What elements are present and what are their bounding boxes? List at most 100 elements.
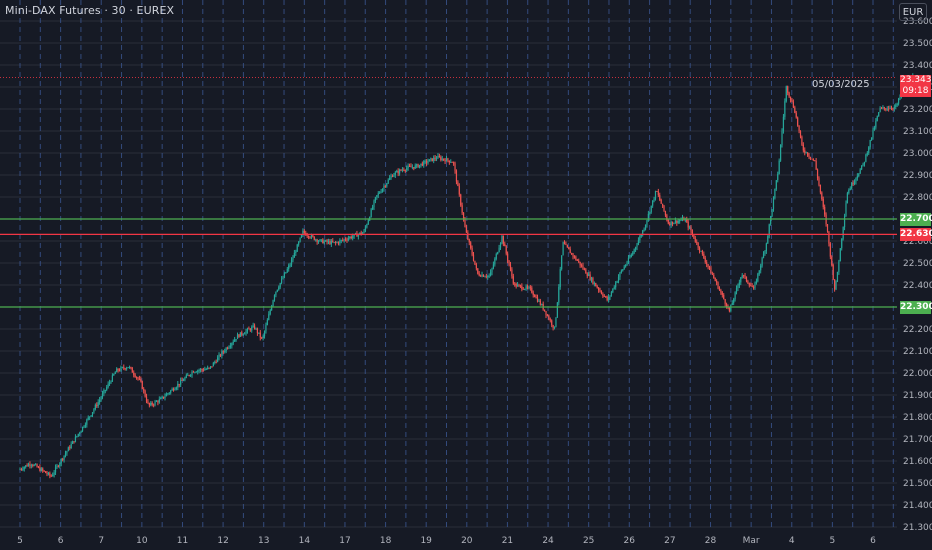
- candle-body: [444, 159, 446, 162]
- candle-body: [689, 227, 691, 229]
- candle-body: [272, 300, 274, 306]
- candle-body: [259, 332, 261, 338]
- candle-body: [659, 195, 661, 200]
- candle-body: [707, 264, 709, 267]
- candle-body: [191, 371, 193, 375]
- candle-body: [485, 276, 487, 278]
- candle-body: [812, 158, 814, 161]
- candle-body: [774, 188, 776, 199]
- price-tick-label: 22.500: [903, 259, 932, 269]
- candle-body: [482, 274, 485, 277]
- candle-body: [663, 205, 665, 212]
- candle-body: [153, 404, 155, 406]
- time-tick-label: 13: [258, 536, 269, 546]
- candle-body: [605, 296, 607, 298]
- candle-body: [138, 378, 141, 380]
- candle-body: [489, 272, 492, 276]
- candle-body: [612, 288, 614, 293]
- candle-body: [572, 253, 574, 257]
- candle-body: [606, 296, 608, 301]
- candle-body: [491, 268, 493, 273]
- candle-body: [118, 370, 121, 372]
- candle-body: [585, 269, 587, 274]
- candle-body: [842, 227, 844, 239]
- candle-body: [876, 116, 878, 121]
- candle-body: [400, 169, 402, 171]
- candle-body: [188, 375, 190, 376]
- time-tick-label: 6: [58, 536, 64, 546]
- candle-body: [816, 169, 819, 179]
- horizontal-levels[interactable]: [0, 77, 897, 308]
- candle-body: [63, 455, 65, 460]
- candle-body: [145, 396, 148, 402]
- candle-body: [875, 120, 877, 128]
- candle-body: [822, 199, 824, 207]
- candle-body: [261, 337, 263, 339]
- candle-body: [481, 274, 483, 277]
- candle-body: [271, 305, 273, 311]
- candle-body: [279, 282, 281, 288]
- candle-body: [777, 173, 779, 181]
- candle-body: [319, 239, 321, 242]
- candle-body: [285, 272, 287, 274]
- price-tick-label: 21.700: [903, 435, 932, 445]
- candle-body: [64, 453, 67, 456]
- candle-body: [354, 233, 357, 235]
- candle-body: [853, 181, 856, 184]
- candle-body: [168, 392, 170, 394]
- candle-body: [408, 166, 411, 167]
- time-tick-label: 12: [217, 536, 228, 546]
- candle-body: [743, 275, 745, 277]
- candle-body: [701, 250, 703, 254]
- candle-body: [420, 163, 422, 165]
- price-axis[interactable]: 23.60023.50023.40023.30023.20023.10023.0…: [903, 17, 932, 533]
- candle-body: [593, 283, 595, 284]
- candle-body: [108, 382, 111, 384]
- candle-body: [627, 257, 630, 263]
- candle-body: [562, 242, 564, 256]
- candle-body: [851, 183, 853, 189]
- candle-body: [195, 371, 197, 373]
- time-axis[interactable]: 5 6 7 10 11 12 13 14 17 18 19 20 21 24 25 26 27 28 Mar 4 5 6: [17, 536, 876, 546]
- price-tick-label: 23.400: [903, 61, 932, 71]
- time-tick-label: 6: [870, 536, 876, 546]
- currency-button[interactable]: EUR: [899, 3, 927, 21]
- candle-body: [430, 158, 432, 160]
- candle-body: [387, 179, 389, 184]
- candle-body: [768, 224, 770, 236]
- candle-body: [880, 107, 883, 109]
- candle-body: [807, 152, 809, 156]
- candle-body: [416, 164, 418, 166]
- candle-body: [897, 98, 900, 104]
- candle-body: [779, 144, 782, 161]
- candle-body: [598, 287, 600, 291]
- time-tick-label: 26: [624, 536, 636, 546]
- candle-body: [396, 171, 398, 173]
- candle-body: [337, 242, 340, 244]
- candle-body: [303, 230, 305, 234]
- candle-body: [76, 435, 78, 437]
- candle-body: [625, 264, 627, 267]
- candle-body: [667, 219, 669, 224]
- candle-body: [218, 354, 220, 358]
- candle-body: [451, 162, 453, 163]
- candle-body: [795, 112, 797, 118]
- candle-body: [839, 248, 841, 262]
- candle-body: [423, 161, 425, 166]
- candle-body: [353, 234, 355, 237]
- candle-body: [762, 253, 765, 259]
- candle-body: [700, 250, 702, 252]
- candle-body: [573, 256, 576, 258]
- time-tick-label: 27: [664, 536, 675, 546]
- candle-body: [586, 273, 588, 276]
- candle-body: [724, 299, 726, 304]
- candle-body: [36, 464, 38, 468]
- candle-body: [848, 189, 850, 194]
- candle-body: [896, 103, 898, 106]
- time-tick-label: 4: [789, 536, 795, 546]
- candle-body: [447, 158, 449, 161]
- candle-body: [27, 464, 30, 467]
- candle-body: [697, 242, 699, 248]
